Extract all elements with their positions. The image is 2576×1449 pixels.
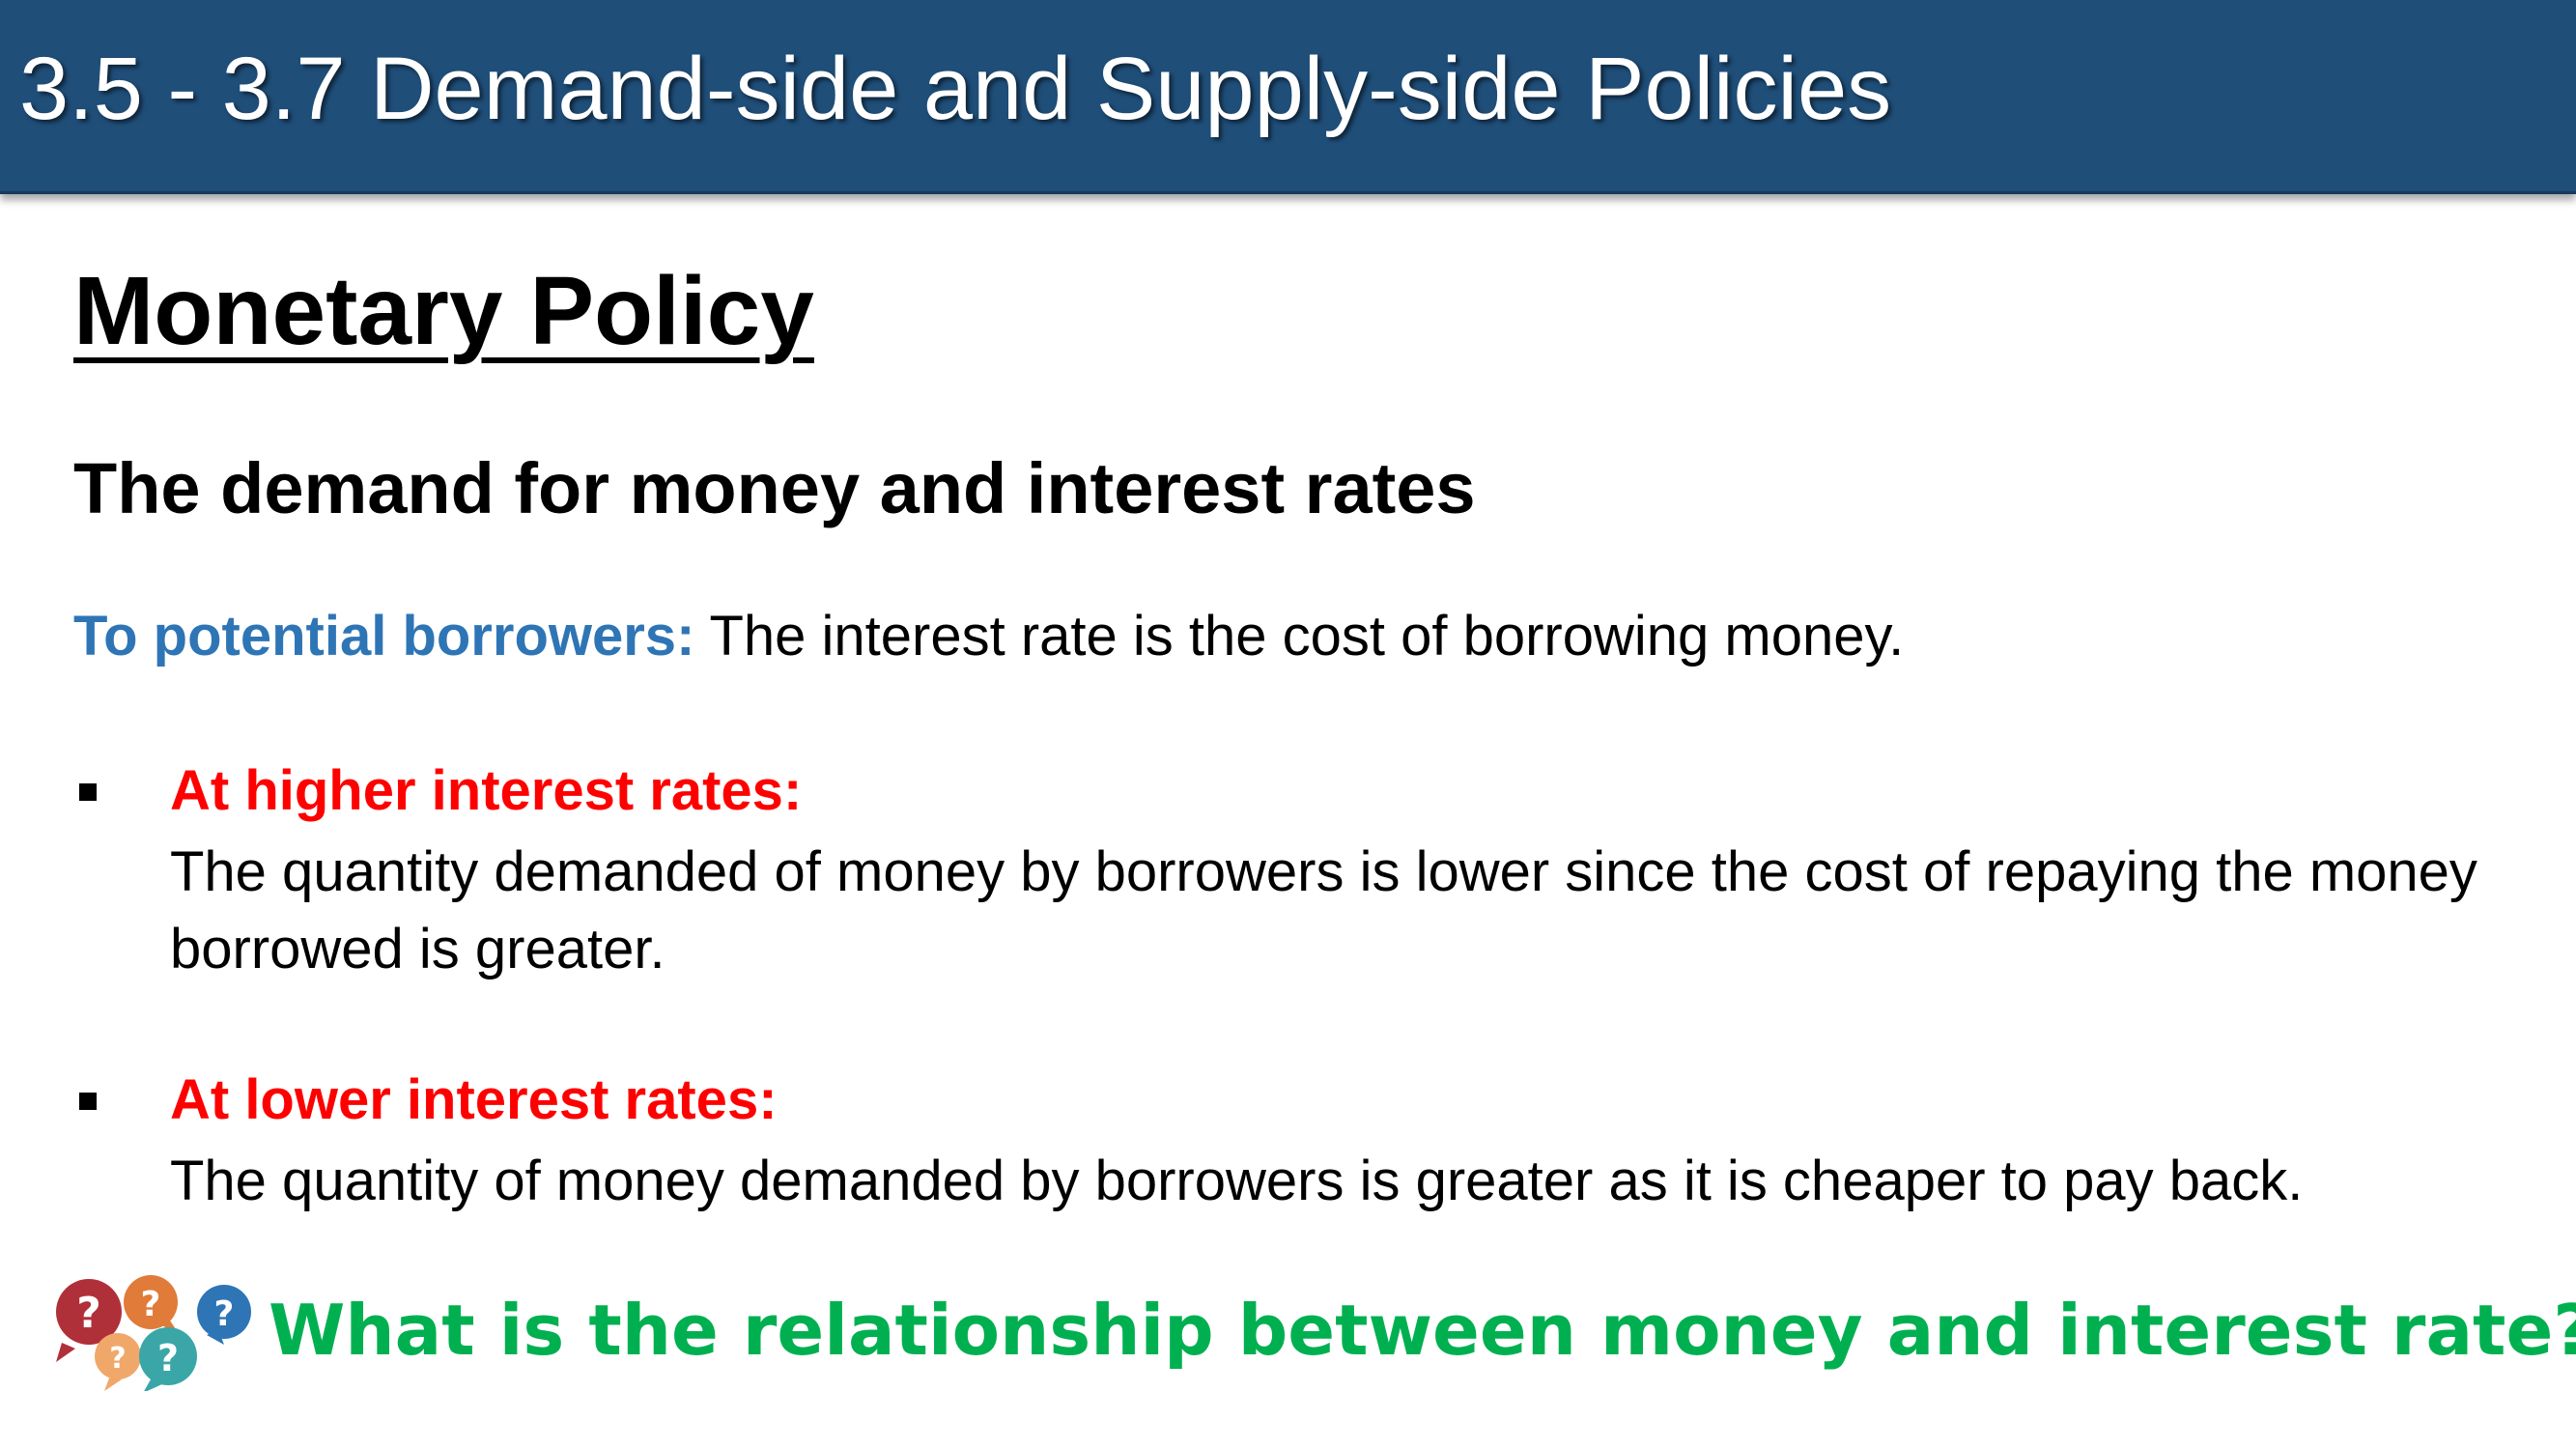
title-bar: 3.5 - 3.7 Demand-side and Supply-side Po… (0, 0, 2576, 194)
intro-paragraph: To potential borrowers: The interest rat… (73, 604, 1904, 668)
square-bullet-icon (79, 1093, 97, 1110)
intro-text: The interest rate is the cost of borrowi… (694, 605, 1905, 668)
bullet-body: The quantity demanded of money by borrow… (170, 840, 2477, 980)
svg-text:?: ? (109, 1342, 126, 1376)
bullet-heading: At lower interest rates: (170, 1068, 778, 1131)
svg-text:?: ? (76, 1289, 101, 1338)
section-title: Monetary Policy (73, 257, 814, 365)
slide-title: 3.5 - 3.7 Demand-side and Supply-side Po… (19, 40, 1892, 138)
square-bullet-icon (79, 783, 97, 801)
svg-text:?: ? (157, 1337, 179, 1379)
svg-text:?: ? (141, 1285, 161, 1324)
intro-label: To potential borrowers: (73, 605, 695, 668)
svg-text:?: ? (214, 1294, 235, 1334)
bullet-body: The quantity of money demanded by borrow… (170, 1150, 2304, 1212)
question-bubbles-icon: ? ? ? ? ? (54, 1275, 257, 1393)
bullet-heading: At higher interest rates: (170, 759, 803, 822)
discussion-question: What is the relationship between money a… (269, 1290, 2576, 1371)
subtitle: The demand for money and interest rates (73, 448, 1476, 528)
